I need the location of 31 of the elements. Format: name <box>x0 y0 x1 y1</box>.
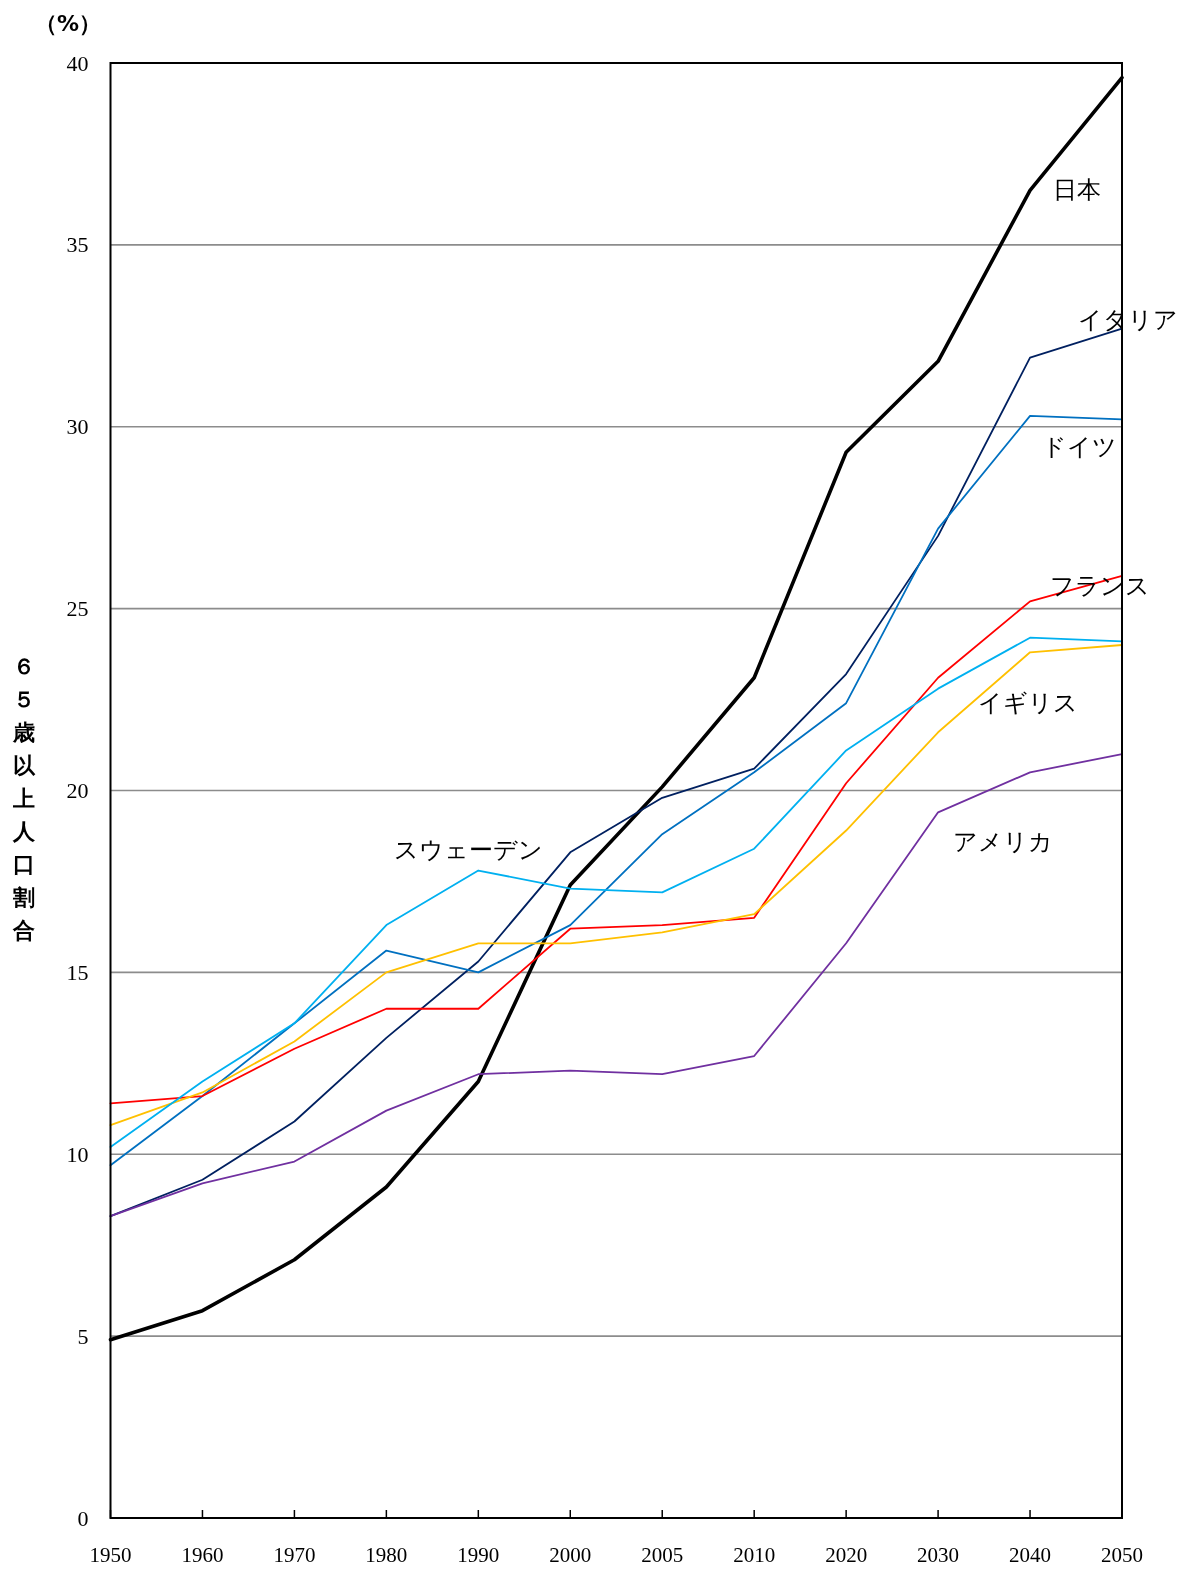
x-tick-label: 2020 <box>825 1543 868 1567</box>
y-tick-label: 30 <box>66 414 89 440</box>
y-tick-label: 20 <box>66 778 89 803</box>
series-label: スウェーデン <box>393 835 543 864</box>
x-tick-label: 2050 <box>1101 1543 1143 1567</box>
y-tick-label: 15 <box>66 959 89 985</box>
line-series <box>109 753 1123 1217</box>
y-tick-label: 5 <box>77 1323 89 1349</box>
series-label: 日本 <box>1053 176 1102 205</box>
series-label: ドイツ <box>1042 433 1117 462</box>
x-tick-label: 2000 <box>549 1543 592 1567</box>
x-tick-label: 2010 <box>733 1543 776 1567</box>
x-tick-label: 1950 <box>89 1543 132 1567</box>
line-series <box>109 414 1123 1167</box>
text: ６５歳以上人口割合 <box>13 653 35 943</box>
series-label: アメリカ <box>953 828 1054 857</box>
y-tick-label: 25 <box>66 596 89 622</box>
y-tick-label: 0 <box>77 1505 89 1531</box>
y-tick-label: 40 <box>66 50 89 76</box>
series-label: イギリス <box>978 689 1079 718</box>
x-tick-label: 1980 <box>365 1543 408 1567</box>
line-series <box>109 574 1123 1105</box>
x-tick-label: 2005 <box>641 1543 684 1567</box>
y-tick-label: 10 <box>66 1141 89 1167</box>
x-tick-label: 1960 <box>181 1543 224 1567</box>
x-tick-label: 2030 <box>917 1543 960 1567</box>
text: （%） <box>34 10 102 36</box>
y-tick-label: 35 <box>66 232 89 258</box>
x-tick-label: 1970 <box>273 1543 316 1567</box>
x-tick-label: 2040 <box>1009 1543 1052 1567</box>
x-tick-label: 1990 <box>457 1543 500 1567</box>
